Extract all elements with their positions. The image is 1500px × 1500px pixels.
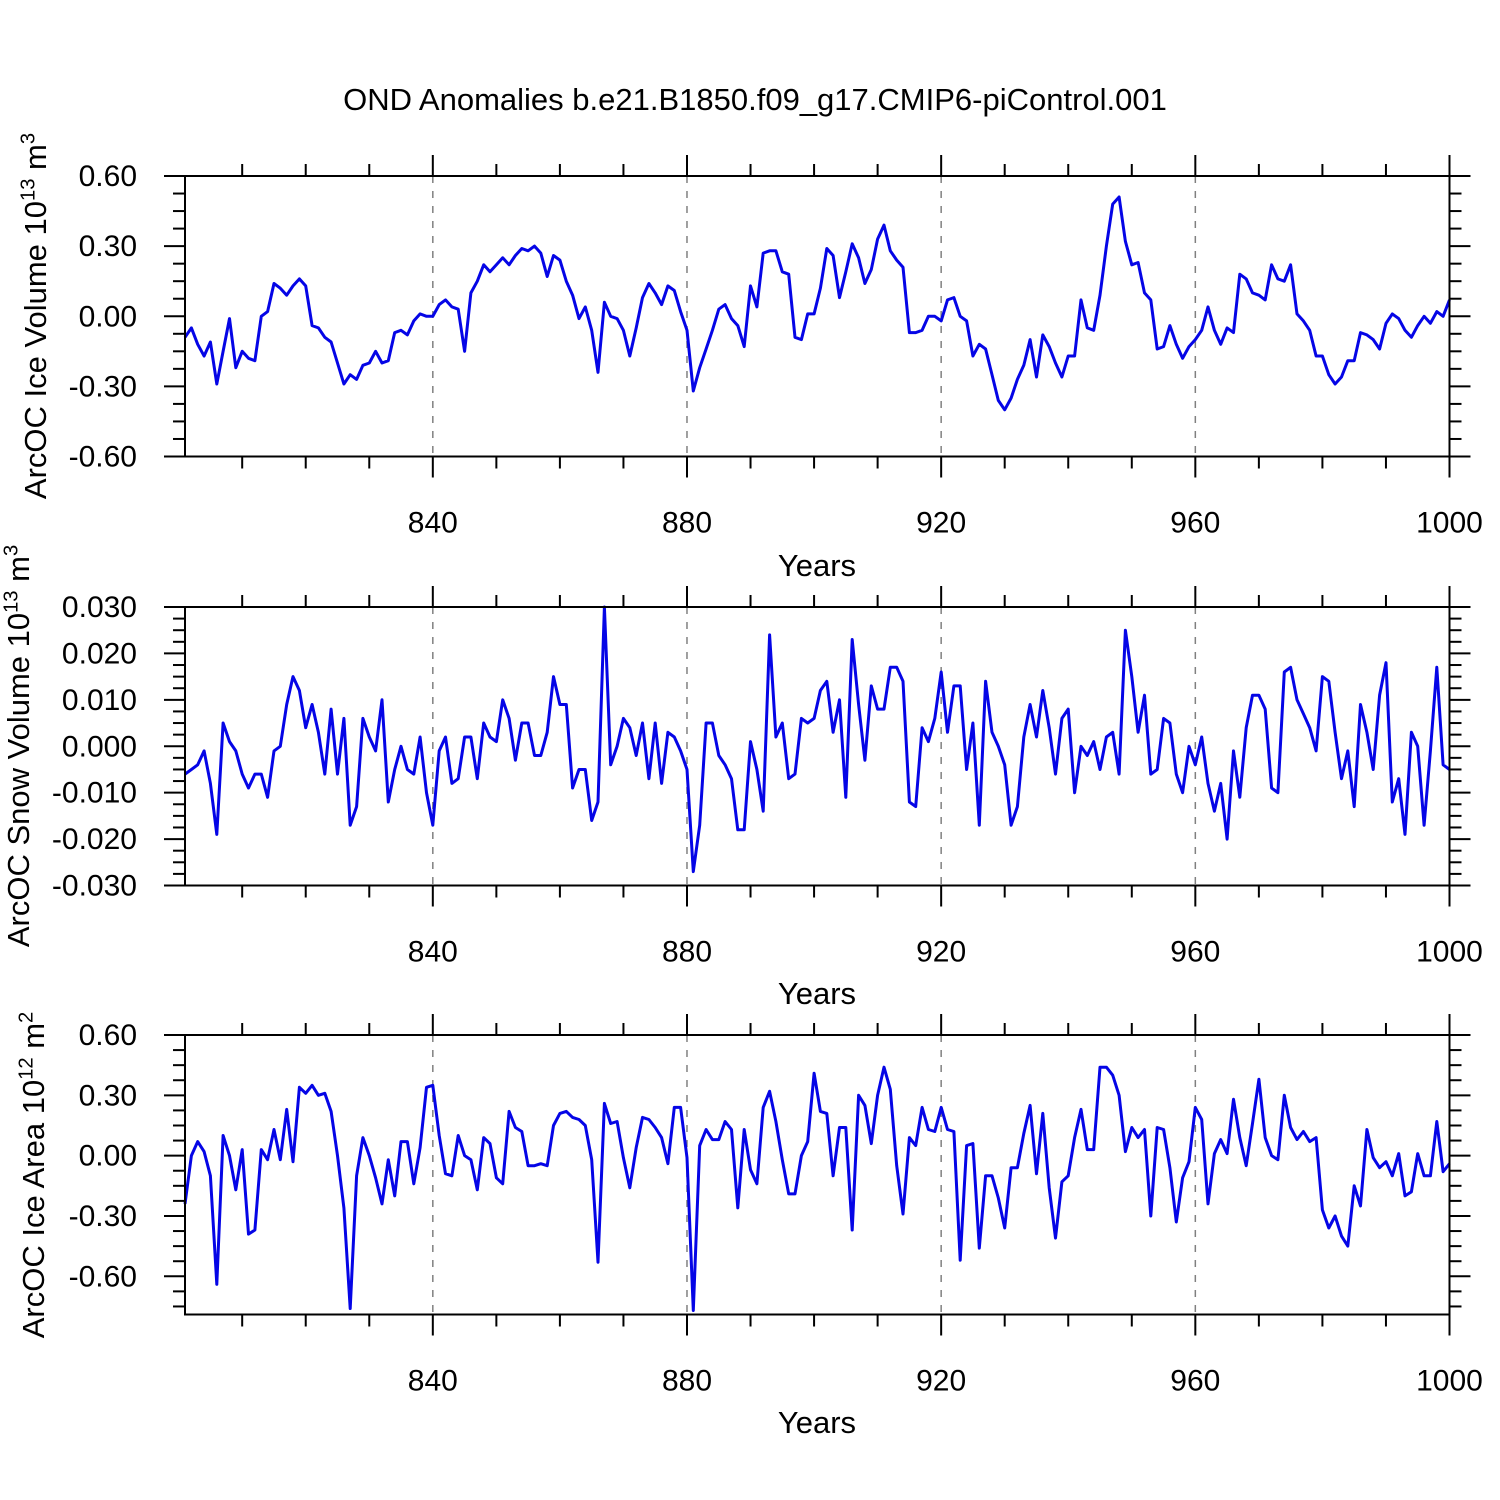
y-tick-label: -0.60 (69, 1260, 137, 1293)
y-axis-title-exponent: 13 (17, 178, 40, 201)
x-tick-label: 1000 (1416, 1365, 1483, 1398)
y-axis-title-exponent: 12 (15, 1057, 38, 1080)
y-axis-title-text: ArcOC Ice Volume 10 (18, 200, 53, 500)
arcoc-snow-volume-line (184, 605, 1451, 874)
y-axis-title-unit-exponent: 3 (17, 132, 40, 145)
x-tick-label: 840 (408, 1365, 458, 1398)
ice-area-x-axis-title: Years (777, 1405, 857, 1440)
arcoc-ice-area-frame (184, 1034, 1451, 1316)
y-tick-label: 0.00 (79, 1140, 137, 1173)
y-tick-label: -0.60 (69, 441, 137, 474)
y-tick-label: -0.020 (52, 823, 137, 856)
y-tick-label: 0.30 (79, 230, 137, 263)
y-tick-label: -0.30 (69, 1200, 137, 1233)
snow-volume-x-axis-title: Years (777, 976, 857, 1011)
x-tick-label: 920 (916, 507, 966, 540)
x-tick-label: 1000 (1416, 936, 1483, 969)
y-axis-title-unit-exponent: 3 (0, 544, 23, 557)
arcoc-ice-volume-frame (184, 175, 1451, 458)
y-axis-title-unit: m (16, 1022, 51, 1058)
x-tick-label: 880 (662, 936, 712, 969)
y-tick-label: 0.000 (62, 730, 137, 763)
y-axis-title-text: ArcOC Snow Volume 10 (1, 612, 36, 948)
y-axis-title-text: ArcOC Ice Area 10 (16, 1079, 51, 1339)
arcoc-ice-volume-line (183, 195, 1451, 412)
y-tick-label: 0.010 (62, 684, 137, 717)
y-tick-label: -0.030 (52, 870, 137, 903)
ice-volume-x-axis-title: Years (777, 548, 857, 583)
y-axis-title-unit: m (18, 144, 53, 179)
y-tick-label: -0.010 (52, 777, 137, 810)
y-axis-title-exponent: 13 (0, 590, 23, 613)
y-tick-label: 0.60 (79, 160, 137, 193)
ice-volume-y-axis-title: ArcOC Ice Volume 1013 m3 (18, 133, 54, 499)
arcoc-ice-area-line (183, 1065, 1451, 1312)
snow-volume-y-axis-title: ArcOC Snow Volume 1013 m3 (1, 545, 37, 947)
x-tick-label: 920 (916, 936, 966, 969)
y-tick-label: 0.30 (79, 1079, 137, 1112)
x-tick-label: 1000 (1416, 507, 1483, 540)
x-tick-label: 960 (1170, 936, 1220, 969)
ice-area-y-axis-title: ArcOC Ice Area 1012 m2 (16, 1012, 52, 1339)
y-tick-label: 0.00 (79, 300, 137, 333)
y-tick-label: -0.30 (69, 370, 137, 403)
x-tick-label: 840 (408, 507, 458, 540)
x-tick-label: 920 (916, 1365, 966, 1398)
x-tick-label: 880 (662, 1365, 712, 1398)
y-axis-title-unit: m (1, 556, 36, 591)
x-tick-label: 960 (1170, 1365, 1220, 1398)
y-axis-title-unit-exponent: 2 (15, 1011, 38, 1023)
y-tick-label: 0.60 (79, 1019, 137, 1052)
x-tick-label: 880 (662, 507, 712, 540)
x-tick-label: 960 (1170, 507, 1220, 540)
y-tick-label: 0.030 (62, 591, 137, 624)
y-tick-label: 0.020 (62, 637, 137, 670)
figure-title: OND Anomalies b.e21.B1850.f09_g17.CMIP6-… (343, 82, 1167, 117)
x-tick-label: 840 (408, 936, 458, 969)
